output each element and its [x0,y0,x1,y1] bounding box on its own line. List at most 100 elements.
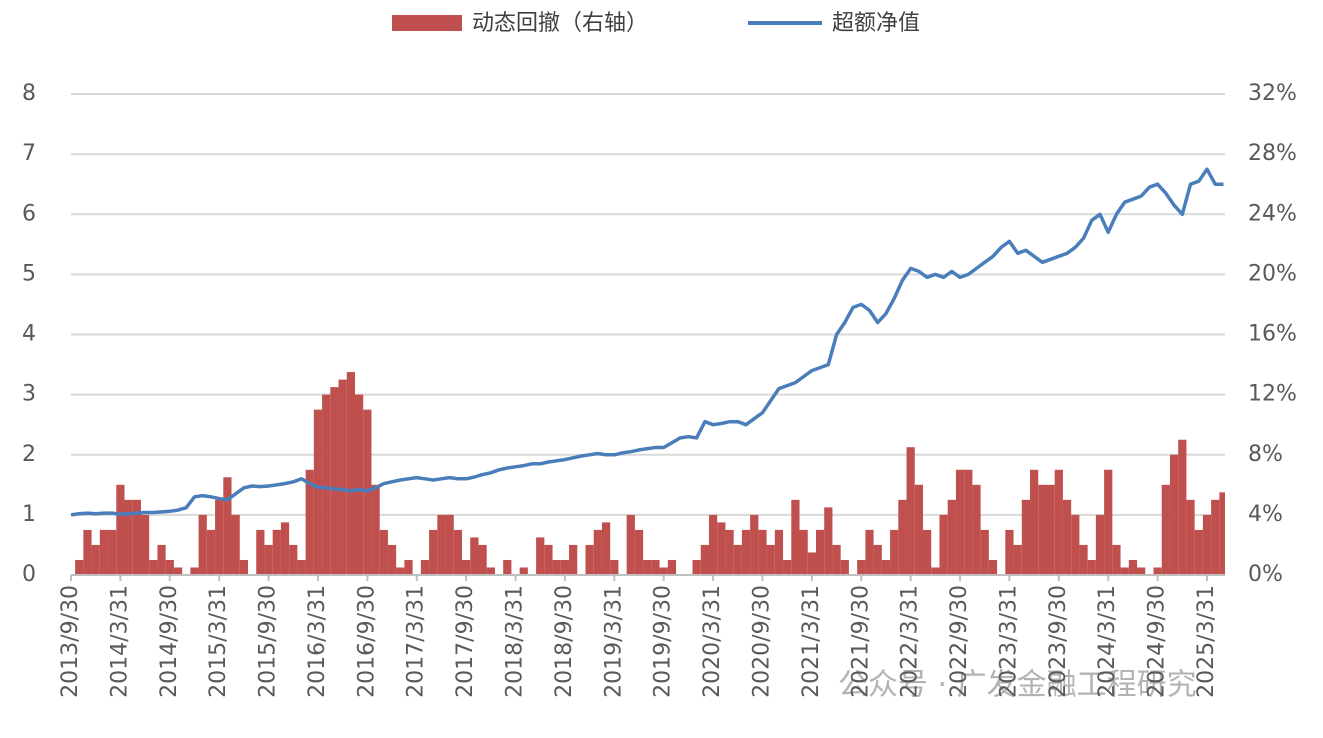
y-tick-label: 5 [22,261,36,286]
bar [774,529,784,575]
bar [667,559,677,575]
bar [931,567,940,575]
bar [651,559,660,575]
bar [824,507,833,575]
bar [1054,469,1063,575]
bar [643,559,652,575]
x-tick-label: 2022/3/31 [898,585,923,698]
y-tick-label: 8 [22,81,36,106]
bar [371,484,380,575]
x-tick-label: 2021/3/31 [799,585,824,698]
x-tick-label: 2019/9/30 [651,585,676,698]
bar [988,559,998,575]
bar [1211,499,1220,575]
bar [297,559,306,575]
x-tick-label: 2020/3/31 [700,585,725,698]
bar [923,529,932,575]
bar [733,544,742,575]
bar [437,514,446,575]
y-tick-label: 1 [22,502,36,527]
y2-tick-label: 4% [1248,502,1283,527]
bar [873,544,882,575]
bar [108,529,117,575]
y2-tick-label: 12% [1248,382,1297,407]
x-tick-label: 2016/3/31 [305,585,330,698]
bar [1046,484,1055,575]
bar [116,484,125,575]
x-tick-label: 2016/9/30 [354,585,379,698]
bar [231,514,240,575]
bar [569,544,578,575]
bar [272,529,281,575]
bar [486,567,495,575]
bar [453,529,463,575]
bar [396,567,405,575]
x-tick-label: 2018/9/30 [552,585,577,698]
bar [544,544,553,575]
bar [1030,469,1039,575]
bar [289,544,298,575]
bar [700,544,709,575]
bar [1137,567,1146,575]
bar [1013,544,1022,575]
bar [807,552,816,575]
x-tick-label: 2015/3/31 [206,585,231,698]
bar [980,529,989,575]
bar [955,469,965,575]
bar [1120,567,1129,575]
y-tick-label: 0 [22,562,36,587]
bar [420,559,430,575]
y2-tick-label: 32% [1248,81,1297,106]
bar [610,559,619,575]
bar [190,567,199,575]
bar [1079,544,1088,575]
line [70,167,1224,517]
bar [536,537,545,575]
bar [215,499,224,575]
bar [1038,484,1047,575]
bar [552,559,561,575]
bar [1194,529,1203,575]
bar [445,514,454,575]
x-tick-label: 2024/3/31 [1095,585,1120,698]
bar [964,469,973,575]
y2-tick-label: 8% [1248,442,1283,467]
bar [857,559,866,575]
bar [75,559,84,575]
y-tick-label: 6 [22,201,36,226]
bar [881,559,891,575]
bar [1169,454,1179,575]
bar [947,499,956,575]
bar [256,529,265,575]
bar [1095,514,1105,575]
bar [330,387,339,575]
bar [1153,567,1162,575]
bar [799,529,808,575]
bar [560,559,570,575]
y-tick-label: 2 [22,442,36,467]
bar [305,469,314,575]
x-tick-label: 2013/9/30 [58,585,83,698]
bar [149,559,158,575]
bar [346,372,355,575]
bar [1161,484,1170,575]
x-tick-label: 2022/9/30 [947,585,972,698]
bar [313,409,323,575]
y2-tick-label: 24% [1248,201,1297,226]
bar [503,559,512,575]
bar [708,514,718,575]
bar [470,537,479,575]
bar [1062,499,1072,575]
y-tick-label: 7 [22,141,36,166]
x-tick-label: 2023/3/31 [996,585,1021,698]
bar [634,529,644,575]
x-tick-label: 2025/3/31 [1194,585,1219,698]
bar [840,559,849,575]
y2-tick-label: 20% [1248,261,1297,286]
x-tick-label: 2020/9/30 [749,585,774,698]
x-tick-label: 2015/9/30 [256,585,281,698]
bar [239,559,248,575]
legend-swatch [392,15,462,31]
bar [1087,559,1096,575]
bar [206,529,216,575]
